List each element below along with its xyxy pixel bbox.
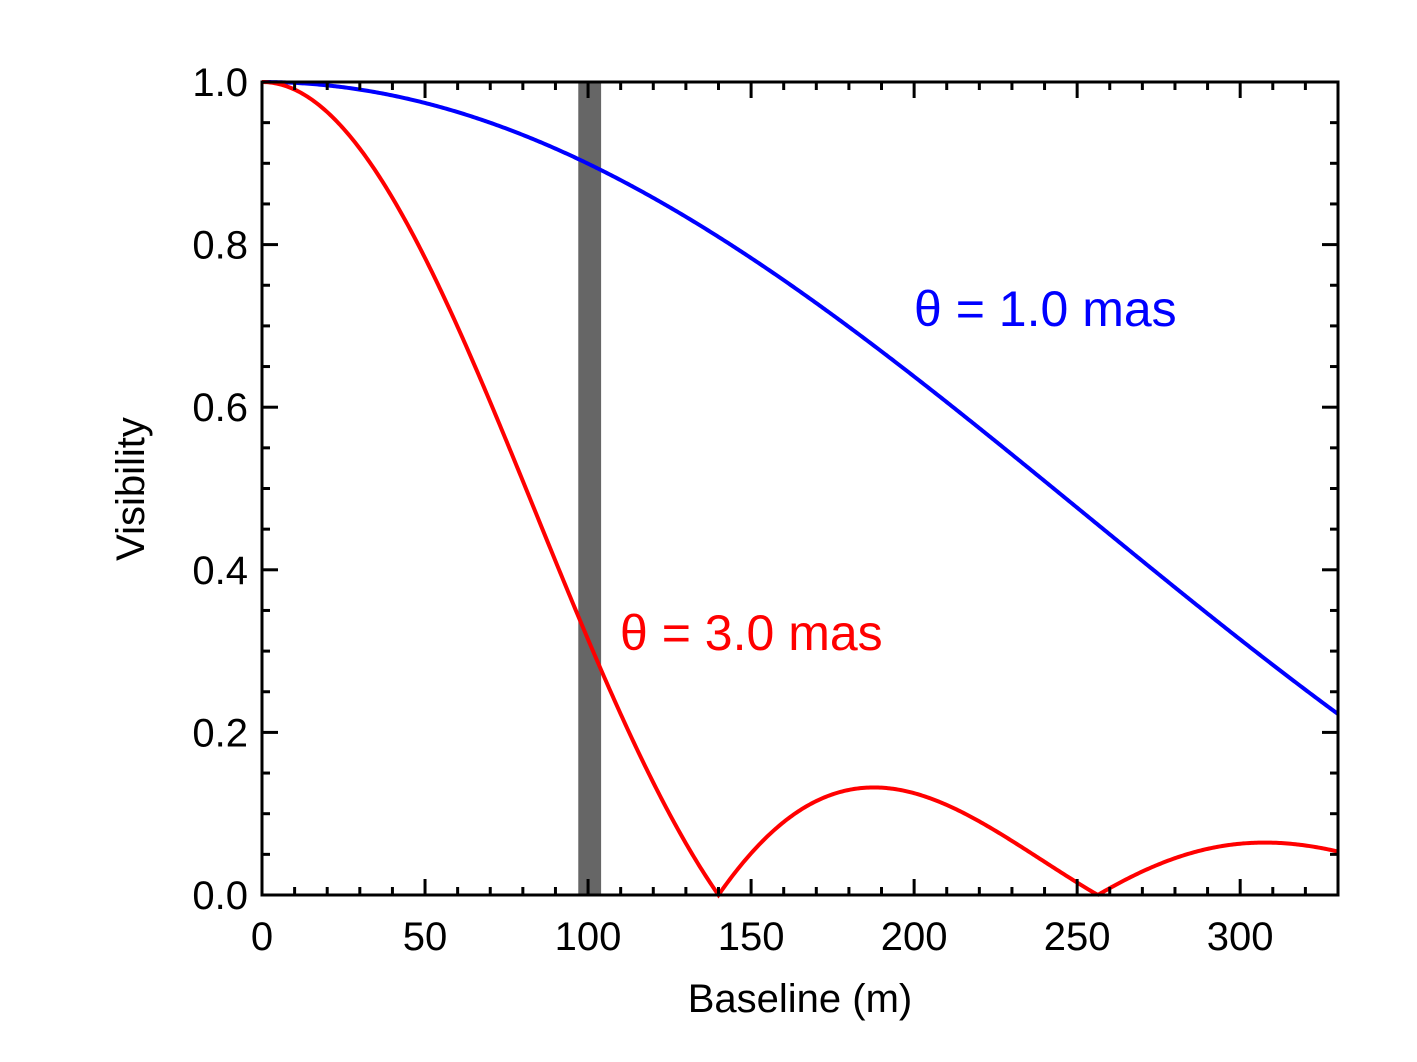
series-line-1	[261, 80, 1339, 899]
y-tick-label-0.6: 0.6	[192, 386, 248, 430]
x-axis-title: Baseline (m)	[688, 977, 913, 1021]
x-tick-label-0: 0	[251, 915, 273, 959]
y-tick-label-0.4: 0.4	[192, 549, 248, 593]
x-tick-label-200: 200	[881, 915, 948, 959]
x-tick-label-100: 100	[555, 915, 622, 959]
y-tick-label-0.8: 0.8	[192, 224, 248, 268]
tick-layer	[260, 80, 1340, 897]
x-tick-label-50: 50	[403, 915, 448, 959]
series-label-theta-1: θ = 1.0 mas	[914, 281, 1177, 337]
vertical-band-0	[578, 82, 602, 895]
y-axis-title: Visibility	[109, 417, 153, 561]
x-tick-label-300: 300	[1207, 915, 1274, 959]
band-layer	[578, 82, 602, 895]
y-tick-label-0.0: 0.0	[192, 874, 248, 918]
y-tick-label-0.2: 0.2	[192, 711, 248, 755]
x-tick-label-250: 250	[1044, 915, 1111, 959]
curve-layer	[261, 80, 1340, 899]
series-line-0	[262, 80, 1340, 716]
series-label-theta-3: θ = 3.0 mas	[620, 605, 883, 661]
label-layer: 0 50 100 150 200 250 300 0.0 0.2 0.4 0.6 0.8 1.0	[192, 61, 1273, 959]
y-tick-label-1.0: 1.0	[192, 61, 248, 105]
plot-frame	[260, 80, 1340, 897]
x-tick-label-150: 150	[718, 915, 785, 959]
